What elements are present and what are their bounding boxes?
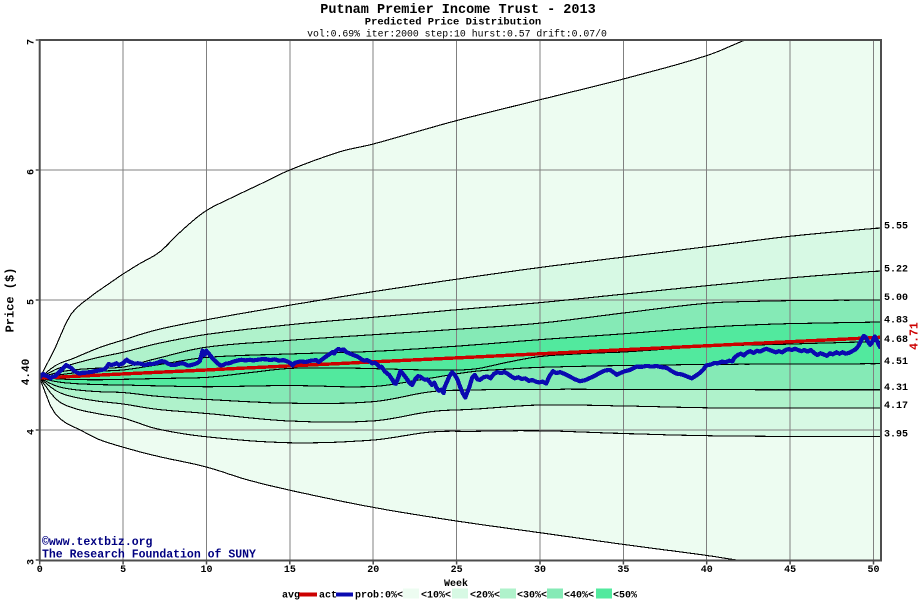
svg-text:5.22: 5.22 bbox=[884, 265, 908, 276]
svg-text:Price ($): Price ($) bbox=[4, 268, 18, 333]
svg-text:20: 20 bbox=[367, 565, 379, 576]
svg-text:4.83: 4.83 bbox=[884, 315, 908, 326]
svg-text:The Research Foundation of SUN: The Research Foundation of SUNY bbox=[42, 549, 256, 562]
svg-text:0: 0 bbox=[37, 565, 43, 576]
svg-text:4.51: 4.51 bbox=[884, 357, 908, 368]
svg-text:4.71: 4.71 bbox=[909, 322, 920, 350]
svg-text:4.40: 4.40 bbox=[21, 359, 33, 385]
svg-text:3: 3 bbox=[27, 559, 38, 565]
svg-text:35: 35 bbox=[617, 565, 629, 576]
svg-text:3.95: 3.95 bbox=[884, 430, 908, 441]
svg-text:15: 15 bbox=[284, 565, 296, 576]
svg-text:<10%<: <10%< bbox=[421, 591, 451, 600]
svg-text:10: 10 bbox=[200, 565, 212, 576]
svg-text:Week: Week bbox=[444, 578, 468, 590]
svg-text:<30%<: <30%< bbox=[517, 591, 547, 600]
svg-text:Predicted Price Distribution: Predicted Price Distribution bbox=[365, 17, 541, 29]
svg-text:4: 4 bbox=[27, 429, 38, 435]
svg-text:prob:0%<: prob:0%< bbox=[355, 590, 403, 600]
svg-text:25: 25 bbox=[451, 565, 463, 576]
svg-text:7: 7 bbox=[27, 39, 38, 45]
svg-text:<50%: <50% bbox=[613, 591, 637, 600]
svg-text:Putnam Premier Income Trust -: Putnam Premier Income Trust - 2013 bbox=[320, 3, 595, 18]
svg-text:4.17: 4.17 bbox=[884, 401, 908, 412]
svg-text:©www.textbiz.org: ©www.textbiz.org bbox=[42, 536, 153, 549]
svg-text:5: 5 bbox=[120, 565, 126, 576]
svg-text:4.31: 4.31 bbox=[884, 383, 908, 394]
svg-text:avg: avg bbox=[282, 591, 300, 600]
svg-text:5: 5 bbox=[27, 299, 38, 305]
svg-text:vol:0.69% iter:2000 step:10 hu: vol:0.69% iter:2000 step:10 hurst:0.57 d… bbox=[307, 29, 607, 40]
svg-text:45: 45 bbox=[784, 565, 796, 576]
svg-text:50: 50 bbox=[867, 565, 879, 576]
svg-text:act: act bbox=[319, 591, 337, 600]
svg-text:40: 40 bbox=[701, 565, 713, 576]
svg-text:6: 6 bbox=[27, 169, 38, 175]
svg-text:<40%<: <40%< bbox=[564, 591, 594, 600]
svg-text:5.00: 5.00 bbox=[884, 293, 908, 304]
svg-text:30: 30 bbox=[534, 565, 546, 576]
svg-text:<20%<: <20%< bbox=[470, 591, 500, 600]
svg-text:4.68: 4.68 bbox=[884, 335, 908, 346]
svg-text:5.55: 5.55 bbox=[884, 222, 908, 233]
